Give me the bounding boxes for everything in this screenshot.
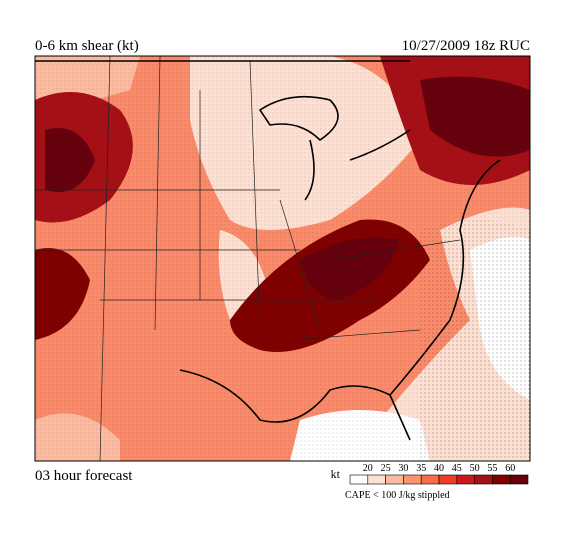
title: 0-6 km shear (kt) — [35, 38, 139, 54]
valid-time: 10/27/2009 18z RUC — [402, 38, 530, 54]
legend-tick-label: 35 — [416, 463, 426, 474]
legend-tick-label: 45 — [452, 463, 462, 474]
legend-tick-label: 20 — [363, 463, 373, 474]
map-frame — [34, 55, 531, 462]
color-box — [509, 474, 529, 485]
legend-tick-label: 50 — [470, 463, 480, 474]
color-box — [492, 474, 511, 485]
stipple-note: CAPE < 100 J/kg stippled — [345, 490, 450, 501]
legend-tick-label: 25 — [381, 463, 391, 474]
color-box — [420, 474, 440, 485]
color-box — [367, 474, 386, 485]
map — [35, 56, 530, 461]
colorbar: 20 25 30 35 40 45 50 55 60 — [349, 463, 529, 485]
color-box — [403, 474, 422, 485]
color-box — [474, 474, 493, 485]
color-box — [385, 474, 404, 485]
color-box — [456, 474, 475, 485]
color-box — [438, 474, 458, 485]
forecast-label: 03 hour forecast — [35, 468, 133, 484]
legend-tick-label: 40 — [434, 463, 444, 474]
legend-tick-label: 60 — [505, 463, 515, 474]
state-lines — [35, 56, 501, 461]
legend-tick-label: 55 — [487, 463, 497, 474]
legend-unit: kt — [331, 467, 341, 481]
legend-tick-label: 30 — [398, 463, 408, 474]
color-box — [349, 474, 369, 485]
